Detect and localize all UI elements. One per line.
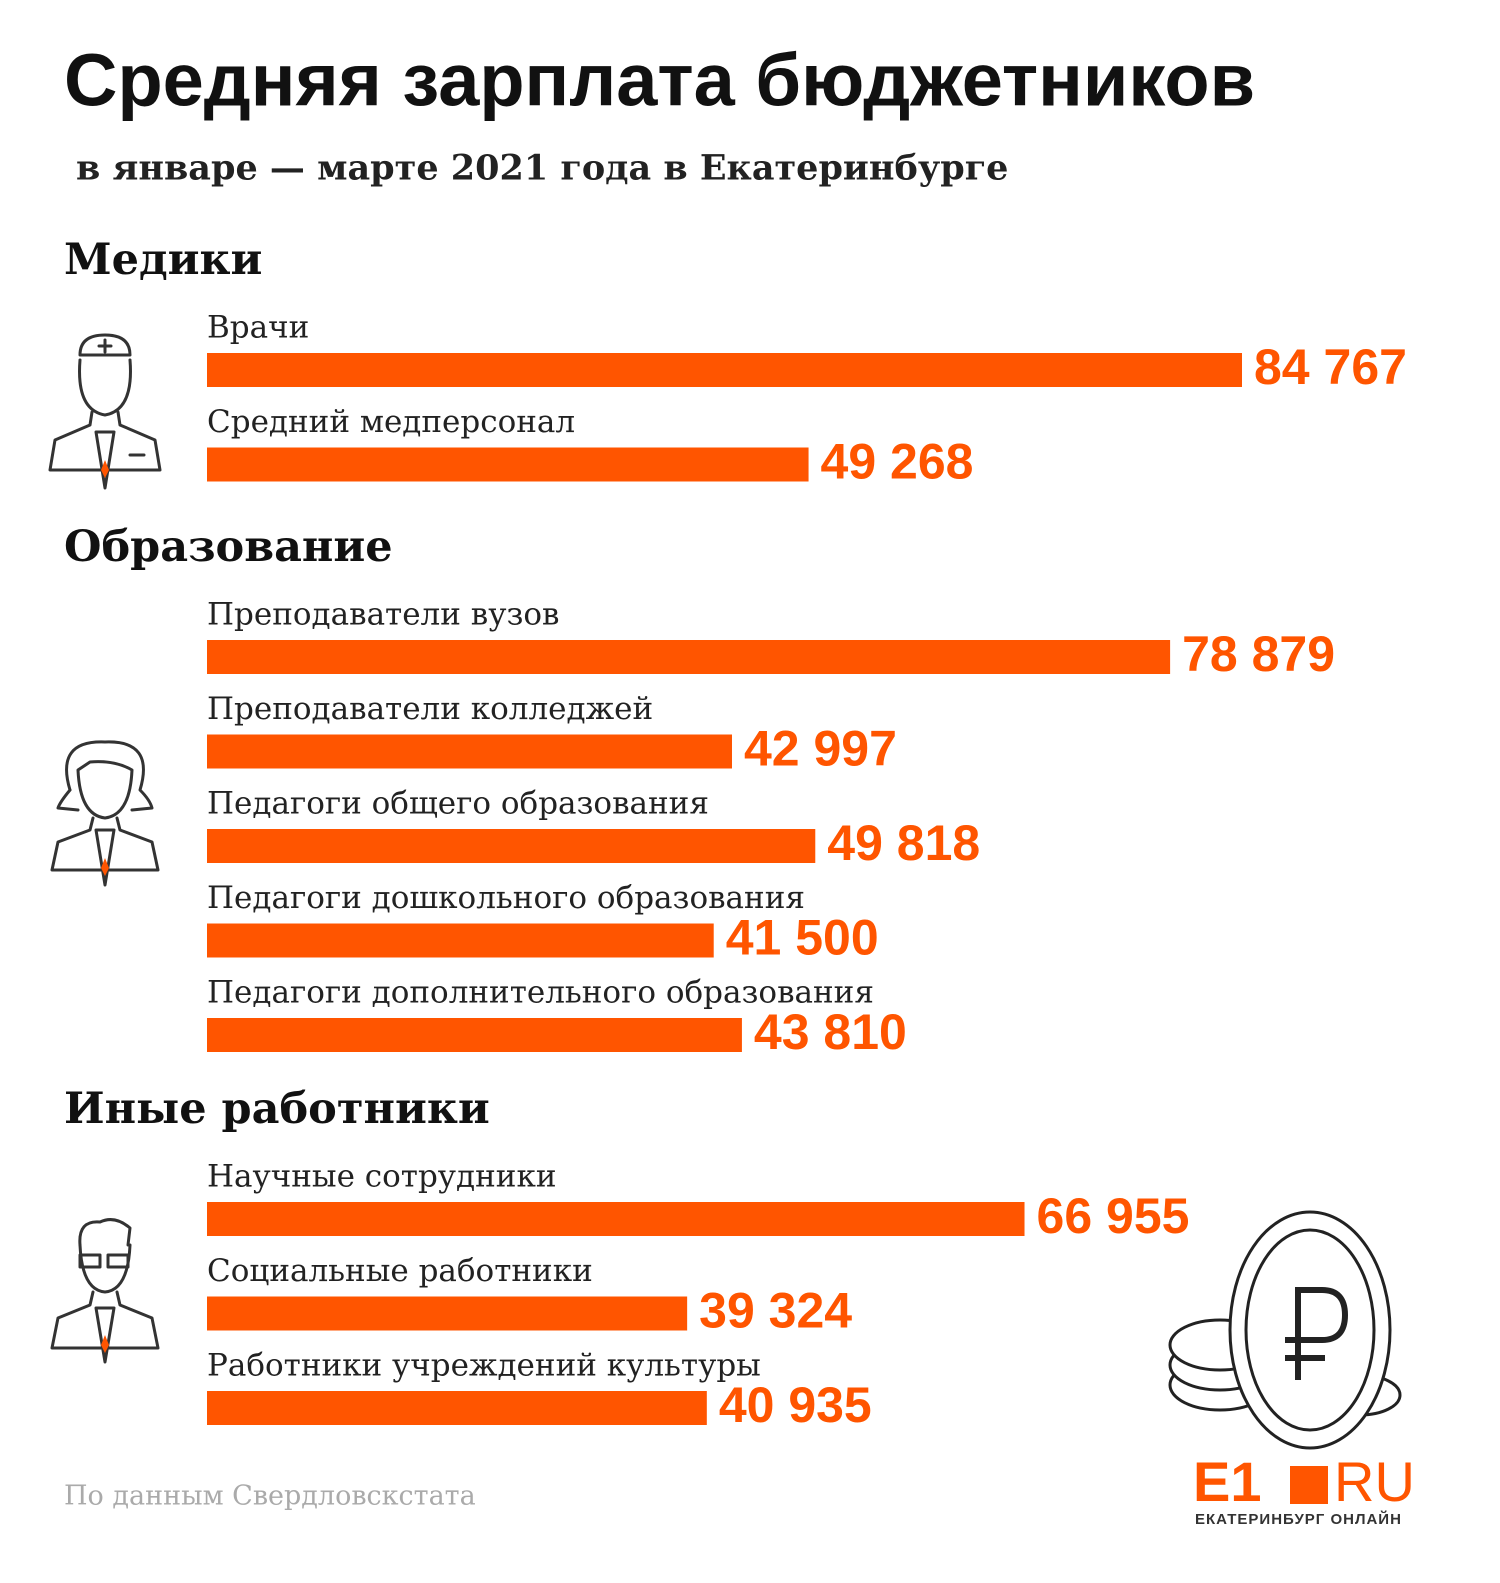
category-label: Преподаватели колледжей bbox=[207, 691, 653, 727]
bar bbox=[207, 1296, 688, 1331]
bar bbox=[207, 353, 1242, 387]
category-label: Педагоги дошкольного образования bbox=[207, 880, 805, 916]
category-label: Педагоги дополнительного образования bbox=[207, 975, 874, 1011]
value-label: 66 955 bbox=[1037, 1188, 1190, 1244]
tie-accent bbox=[101, 1335, 109, 1353]
value-label: 84 767 bbox=[1254, 339, 1407, 395]
value-label: 49 268 bbox=[821, 434, 974, 490]
bar bbox=[207, 923, 714, 958]
bar bbox=[207, 447, 809, 482]
value-label: 41 500 bbox=[726, 910, 879, 966]
bar bbox=[207, 1391, 707, 1425]
category-label: Преподаватели вузов bbox=[207, 597, 559, 633]
category-label: Социальные работники bbox=[207, 1253, 593, 1289]
tie-accent bbox=[101, 858, 109, 876]
bar bbox=[207, 1018, 742, 1052]
group-heading: Медики bbox=[64, 235, 262, 285]
tie-accent bbox=[101, 460, 109, 478]
logo-text: E1 bbox=[1193, 1450, 1262, 1513]
bar bbox=[207, 1202, 1025, 1236]
logo-suffix: RU bbox=[1334, 1450, 1415, 1513]
coin-illustration bbox=[1168, 1210, 1402, 1450]
source-note: По данным Свердловскстата bbox=[64, 1481, 476, 1512]
category-label: Педагоги общего образования bbox=[207, 786, 709, 822]
worker-icon bbox=[50, 1218, 160, 1364]
category-label: Средний медперсонал bbox=[207, 404, 575, 440]
value-label: 40 935 bbox=[719, 1377, 872, 1433]
chart-subtitle: в январе — марте 2021 года в Екатеринбур… bbox=[76, 148, 1008, 189]
logo-tagline: ЕКАТЕРИНБУРГ ОНЛАЙН bbox=[1195, 1510, 1402, 1528]
bar bbox=[207, 640, 1171, 674]
group-heading: Иные работники bbox=[64, 1084, 490, 1134]
value-label: 39 324 bbox=[699, 1283, 852, 1339]
value-label: 43 810 bbox=[754, 1004, 907, 1060]
value-label: 78 879 bbox=[1182, 626, 1335, 682]
logo-square bbox=[1290, 1466, 1328, 1504]
category-label: Научные сотрудники bbox=[207, 1159, 557, 1195]
value-label: 49 818 bbox=[827, 815, 980, 871]
bar bbox=[207, 734, 732, 769]
chart-title: Средняя зарплата бюджетников bbox=[64, 39, 1255, 122]
bar bbox=[207, 829, 816, 863]
group-heading: Образование bbox=[64, 522, 393, 572]
category-label: Работники учреждений культуры bbox=[207, 1348, 761, 1384]
value-label: 42 997 bbox=[744, 721, 897, 777]
category-label: Врачи bbox=[207, 310, 309, 346]
